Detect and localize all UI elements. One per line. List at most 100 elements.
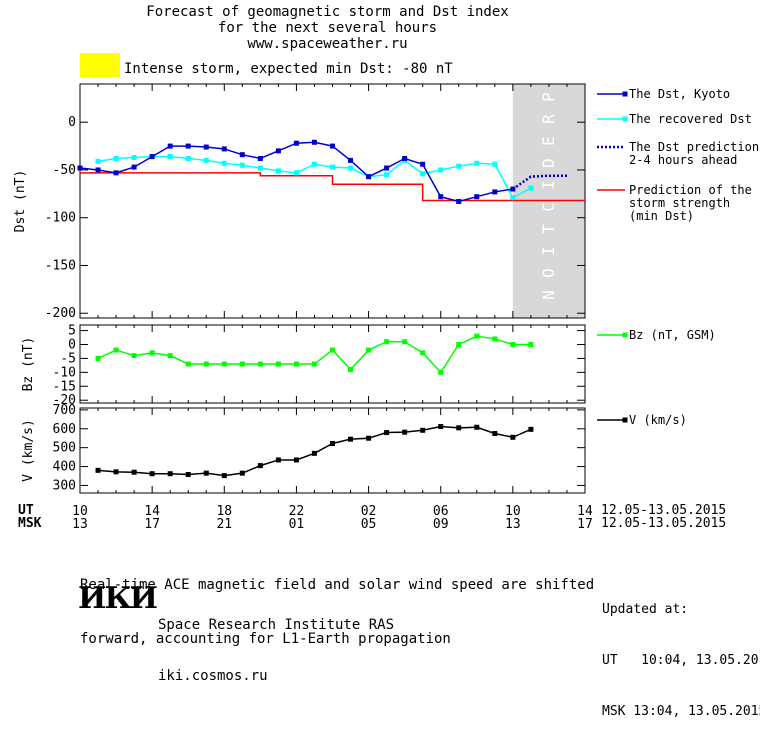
recovered-dst-point	[185, 155, 191, 161]
bz-point	[384, 339, 390, 345]
bz-point	[438, 369, 444, 375]
bz-point	[366, 347, 372, 353]
ut-tick-label: 22	[289, 504, 305, 519]
recovered-dst-point	[456, 163, 462, 169]
recovered-dst-point	[239, 162, 245, 168]
y-tick-label: 0	[68, 338, 76, 353]
dst-kyoto-point	[438, 194, 444, 200]
v-point	[185, 471, 191, 477]
dst-axis-label: Dst (nT)	[13, 170, 28, 233]
recovered-dst-point	[113, 155, 119, 161]
y-tick-label: -15	[53, 379, 76, 394]
dst-kyoto-point	[239, 152, 245, 158]
prediction-letter: E	[539, 136, 558, 146]
dst-kyoto-point	[293, 140, 299, 146]
dst-kyoto-point	[257, 155, 263, 161]
bz-point	[420, 350, 426, 356]
dst-kyoto-point	[330, 143, 335, 149]
bz-axis-label: Bz (nT)	[21, 337, 36, 392]
msk-tick-label: 13	[505, 517, 521, 532]
msk-tick-label: 17	[577, 517, 593, 532]
ut-tick-label: 10	[72, 504, 88, 519]
bz-point	[348, 367, 354, 373]
prediction-letter: I	[539, 246, 558, 256]
v-point	[348, 436, 354, 442]
v-point	[492, 431, 498, 436]
recovered-dst-point	[348, 165, 354, 171]
bz-point	[221, 361, 227, 367]
recovered-dst-point	[167, 154, 173, 160]
dst-kyoto-point	[492, 189, 498, 195]
v-point	[510, 434, 516, 440]
bz-point	[113, 347, 119, 353]
updated-label: Updated at:	[602, 602, 689, 617]
dst-kyoto-point	[167, 143, 173, 149]
bz-point	[239, 361, 245, 367]
recovered-dst-point	[257, 165, 263, 171]
legend-bz-label: Bz (nT, GSM)	[629, 328, 716, 342]
recovered-dst-point	[510, 195, 516, 201]
v-point	[293, 457, 299, 463]
y-tick-label: -20	[53, 393, 76, 408]
dst-prediction-line	[512, 174, 567, 191]
ut-tick-label: 10	[505, 504, 521, 519]
bz-point	[293, 361, 299, 367]
v-point	[311, 450, 317, 456]
bz-point	[456, 342, 462, 347]
bz-point	[311, 361, 317, 367]
dst-kyoto-point	[402, 155, 408, 161]
updated-ut: UT 10:04, 13.05.2015	[602, 653, 760, 668]
panel-frame	[79, 324, 586, 404]
v-point	[95, 467, 101, 473]
recovered-dst-point	[311, 161, 317, 167]
recovered-dst-point	[131, 155, 137, 161]
dst-kyoto-point	[420, 161, 426, 167]
storm-level-swatch	[80, 53, 120, 77]
legend-recovered-dst-marker	[622, 116, 628, 122]
bz-point	[330, 347, 335, 353]
v-point	[474, 424, 480, 430]
y-tick-label: -10	[53, 365, 76, 380]
footer-note-line-1: Real-time ACE magnetic field and solar w…	[80, 577, 595, 593]
bz-point	[95, 355, 101, 361]
bz-point	[167, 353, 173, 359]
institute-site[interactable]: iki.cosmos.ru	[158, 668, 268, 684]
dst-kyoto-point	[149, 154, 155, 160]
bz-point	[131, 353, 137, 359]
dst-kyoto-point	[221, 146, 227, 152]
bz-point	[492, 336, 498, 342]
v-point	[330, 441, 335, 447]
legend-bz-marker	[622, 332, 628, 338]
msk-tick-label: 09	[433, 517, 449, 532]
y-tick-label: -50	[53, 163, 76, 178]
legend-v-marker	[622, 417, 628, 423]
bz-point	[203, 361, 209, 367]
prediction-letter: P	[539, 92, 558, 102]
ut-tick-label: 14	[577, 504, 593, 519]
v-point	[456, 425, 462, 431]
recovered-dst-point	[438, 167, 444, 173]
institute-info: Space Research Institute RAS iki.cosmos.…	[158, 583, 394, 702]
legend-recovered-dst-label: The recovered Dst	[629, 112, 752, 126]
y-tick-label: 700	[53, 403, 76, 418]
v-point	[366, 435, 372, 441]
bz-point	[275, 361, 281, 367]
y-tick-label: -150	[45, 258, 76, 273]
prediction-letter: I	[539, 180, 558, 190]
iki-logo: ИКИ	[78, 581, 158, 616]
dst-kyoto-point	[275, 148, 281, 154]
dst-kyoto-point	[203, 144, 209, 150]
ut-axis-label: UT	[18, 503, 34, 518]
v-point	[113, 469, 119, 475]
prediction-letter: C	[539, 202, 558, 212]
recovered-dst-point	[330, 164, 335, 170]
legend-dst-kyoto-label: The Dst, Kyoto	[629, 87, 730, 101]
y-tick-label: 5	[68, 324, 76, 339]
dst-kyoto-point	[77, 165, 83, 171]
ut-tick-label: 14	[144, 504, 160, 519]
title-line-1: Forecast of geomagnetic storm and Dst in…	[146, 4, 509, 20]
v-point	[275, 457, 281, 463]
v-point	[131, 469, 137, 475]
date-range-ut: 12.05-13.05.2015	[601, 503, 727, 518]
